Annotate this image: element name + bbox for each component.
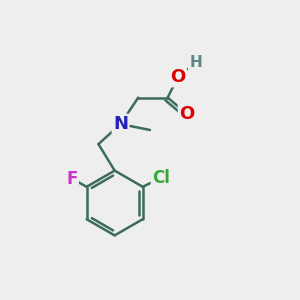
Text: Cl: Cl — [152, 169, 170, 187]
Text: N: N — [113, 115, 128, 133]
Text: H: H — [189, 55, 202, 70]
Text: F: F — [66, 169, 78, 188]
Text: O: O — [170, 68, 186, 86]
Text: O: O — [179, 105, 194, 123]
